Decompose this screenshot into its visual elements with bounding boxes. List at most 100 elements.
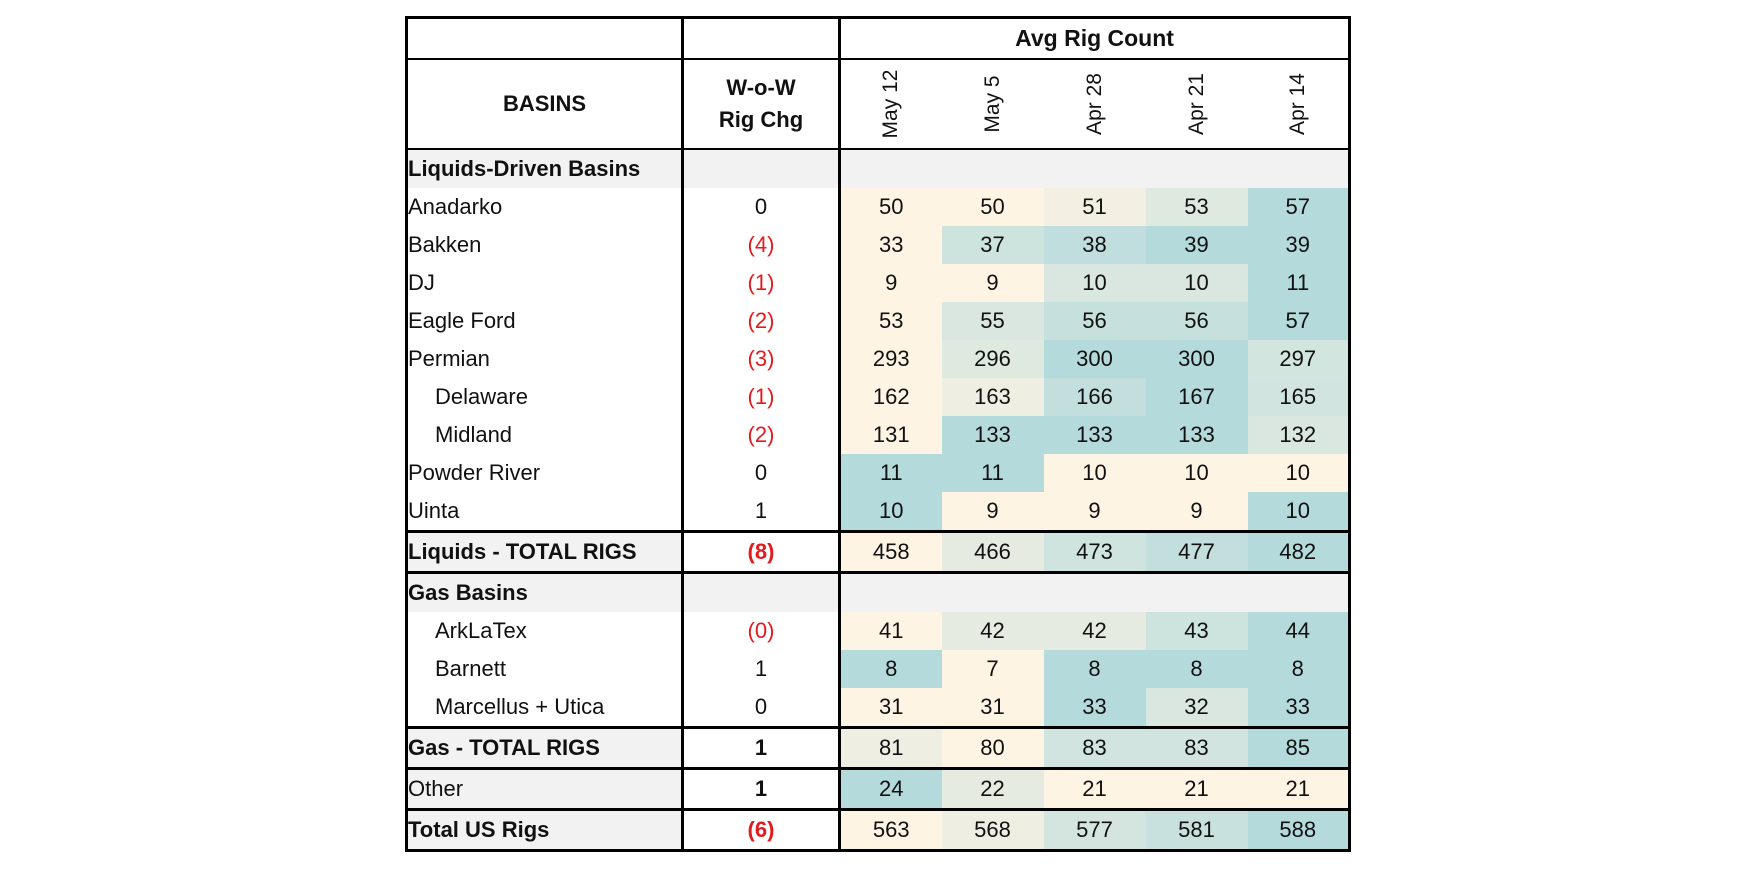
rig-count-cell: 31 — [941, 688, 1044, 728]
rig-count-cell: 300 — [1043, 340, 1146, 378]
wow-change-cell: 1 — [682, 726, 841, 769]
rig-count-cell: 31 — [839, 688, 942, 728]
rig-count-cell: 80 — [941, 726, 1044, 769]
total-row: Gas - TOTAL RIGS 1 81 80 83 83 85 — [406, 726, 1350, 769]
rig-count-cell: 163 — [941, 378, 1044, 416]
rig-count-cell: 588 — [1247, 808, 1350, 851]
section-label: Liquids-Driven Basins — [406, 149, 684, 188]
rig-count-cell: 132 — [1247, 416, 1350, 454]
wow-change-cell: (0) — [682, 612, 841, 650]
rig-count-cell: 57 — [1247, 302, 1350, 340]
table-body: Liquids-Driven Basins Anadarko 0 50 50 51 53 57… — [406, 149, 1350, 851]
rig-count-cell: 81 — [839, 726, 942, 769]
rig-count-cell: 33 — [1043, 688, 1146, 728]
rig-count-cell: 39 — [1247, 226, 1350, 264]
rig-count-cell: 10 — [1043, 264, 1146, 302]
section-label: Gas Basins — [406, 571, 684, 612]
basin-name: Bakken — [406, 226, 684, 264]
rig-count-cell: 21 — [1043, 767, 1146, 810]
rig-count-cell: 39 — [1145, 226, 1248, 264]
rig-count-cell: 85 — [1247, 726, 1350, 769]
rig-count-cell: 42 — [941, 612, 1044, 650]
wow-change-cell: (3) — [682, 340, 841, 378]
basin-name: Permian — [406, 340, 684, 378]
rig-count-cell: 10 — [1247, 492, 1350, 532]
rig-count-cell: 8 — [1145, 650, 1248, 688]
basin-name: Uinta — [406, 492, 684, 532]
rig-count-cell: 300 — [1145, 340, 1248, 378]
rig-count-cell: 11 — [1247, 264, 1350, 302]
wow-change-column-header: W-o-W Rig Chg — [682, 59, 841, 150]
rig-count-cell: 44 — [1247, 612, 1350, 650]
rig-count-cell: 33 — [1247, 688, 1350, 728]
rig-count-cell: 9 — [839, 264, 942, 302]
wow-change-cell: 1 — [682, 492, 841, 532]
wow-change-cell: 0 — [682, 188, 841, 226]
rig-count-cell: 42 — [1043, 612, 1146, 650]
wow-change-cell: (2) — [682, 302, 841, 340]
wow-change-cell: (6) — [682, 808, 841, 851]
rig-count-cell: 477 — [1145, 530, 1248, 573]
total-label: Gas - TOTAL RIGS — [406, 726, 684, 769]
rig-count-cell: 9 — [1043, 492, 1146, 532]
week-header: Apr 14 — [1247, 59, 1350, 150]
rig-count-cell: 10 — [1145, 264, 1248, 302]
rig-count-cell: 55 — [941, 302, 1044, 340]
avg-rig-count-header: Avg Rig Count — [839, 17, 1350, 60]
rig-count-cell: 83 — [1043, 726, 1146, 769]
wow-change-cell: (1) — [682, 378, 841, 416]
rig-count-table-wrapper: Avg Rig Count BASINS W-o-W Rig Chg May 1… — [405, 16, 1352, 852]
rig-count-cell: 577 — [1043, 808, 1146, 851]
section-change-blank — [682, 149, 841, 188]
basin-row: Permian (3) 293 296 300 300 297 — [406, 340, 1350, 378]
rig-count-cell: 11 — [941, 454, 1044, 492]
week-header: Apr 28 — [1043, 59, 1146, 150]
rig-count-cell: 131 — [839, 416, 942, 454]
rig-count-cell: 56 — [1043, 302, 1146, 340]
basin-row: Bakken (4) 33 37 38 39 39 — [406, 226, 1350, 264]
rig-count-cell: 8 — [1247, 650, 1350, 688]
rig-count-cell: 43 — [1145, 612, 1248, 650]
rig-count-cell: 53 — [839, 302, 942, 340]
rig-count-cell: 10 — [1043, 454, 1146, 492]
total-row: Liquids - TOTAL RIGS (8) 458 466 473 477 482 — [406, 530, 1350, 573]
rig-count-cell: 10 — [839, 492, 942, 532]
week-header-label: Apr 28 — [1082, 73, 1106, 135]
rig-count-cell: 7 — [941, 650, 1044, 688]
rig-count-cell: 53 — [1145, 188, 1248, 226]
basin-name: ArkLaTex — [406, 612, 684, 650]
rig-count-cell: 297 — [1247, 340, 1350, 378]
wow-change-cell: 1 — [682, 650, 841, 688]
rig-count-cell: 167 — [1145, 378, 1248, 416]
rig-count-cell: 581 — [1145, 808, 1248, 851]
rig-count-cell: 166 — [1043, 378, 1146, 416]
rig-count-cell: 83 — [1145, 726, 1248, 769]
total-row: Other 1 24 22 21 21 21 — [406, 767, 1350, 810]
basin-name: Midland — [406, 416, 684, 454]
total-label: Total US Rigs — [406, 808, 684, 851]
rig-count-cell: 458 — [839, 530, 942, 573]
basin-row: Delaware (1) 162 163 166 167 165 — [406, 378, 1350, 416]
week-header-label: May 5 — [980, 75, 1004, 133]
basin-row: Midland (2) 131 133 133 133 132 — [406, 416, 1350, 454]
wow-change-cell: 1 — [682, 767, 841, 810]
rig-count-cell: 57 — [1247, 188, 1350, 226]
section-change-blank — [682, 571, 841, 612]
rig-count-cell: 21 — [1247, 767, 1350, 810]
section-values-blank — [839, 571, 1350, 612]
rig-count-cell: 162 — [839, 378, 942, 416]
week-header: May 5 — [941, 59, 1044, 150]
rig-count-cell: 33 — [839, 226, 942, 264]
rig-count-cell: 165 — [1247, 378, 1350, 416]
rig-count-cell: 296 — [941, 340, 1044, 378]
basin-row: Barnett 1 8 7 8 8 8 — [406, 650, 1350, 688]
rig-count-cell: 568 — [941, 808, 1044, 851]
rig-count-cell: 133 — [1145, 416, 1248, 454]
wow-change-cell: (2) — [682, 416, 841, 454]
total-row: Total US Rigs (6) 563 568 577 581 588 — [406, 808, 1350, 851]
basin-name: Eagle Ford — [406, 302, 684, 340]
rig-count-cell: 37 — [941, 226, 1044, 264]
wow-change-header-text: W-o-W Rig Chg — [718, 75, 804, 132]
rig-count-cell: 8 — [839, 650, 942, 688]
total-label: Other — [406, 767, 684, 810]
